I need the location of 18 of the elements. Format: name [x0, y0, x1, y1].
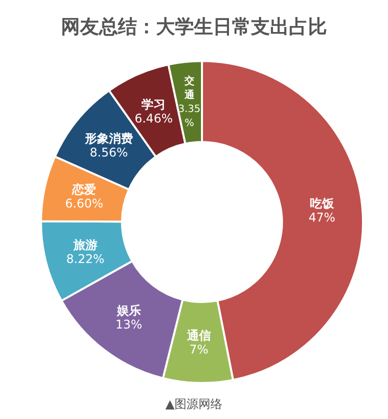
data-label: 8.56% [90, 146, 128, 160]
chart-title: 网友总结：大学生日常支出占比 [60, 15, 328, 40]
data-label: 6.46% [134, 112, 173, 126]
slice-label: 形象消费 [84, 132, 133, 146]
data-label: 7% [189, 342, 208, 356]
slice-label: 通信 [186, 328, 211, 342]
data-label: 6.60% [65, 196, 104, 211]
slice-label: 旅游 [72, 238, 98, 252]
data-label: 13% [115, 318, 142, 332]
data-label: 3.35% [178, 104, 200, 129]
data-label: 47% [308, 210, 336, 224]
data-label: 8.22% [66, 252, 104, 266]
slice-label: 学习 [142, 98, 166, 112]
slice-label: 恋爱 [71, 182, 96, 197]
slice-label: 交通 [183, 74, 196, 101]
slice-label: 吃饭 [310, 196, 335, 210]
text: ▲图源网络 [164, 396, 224, 413]
slice-label: 娱乐 [116, 304, 141, 318]
